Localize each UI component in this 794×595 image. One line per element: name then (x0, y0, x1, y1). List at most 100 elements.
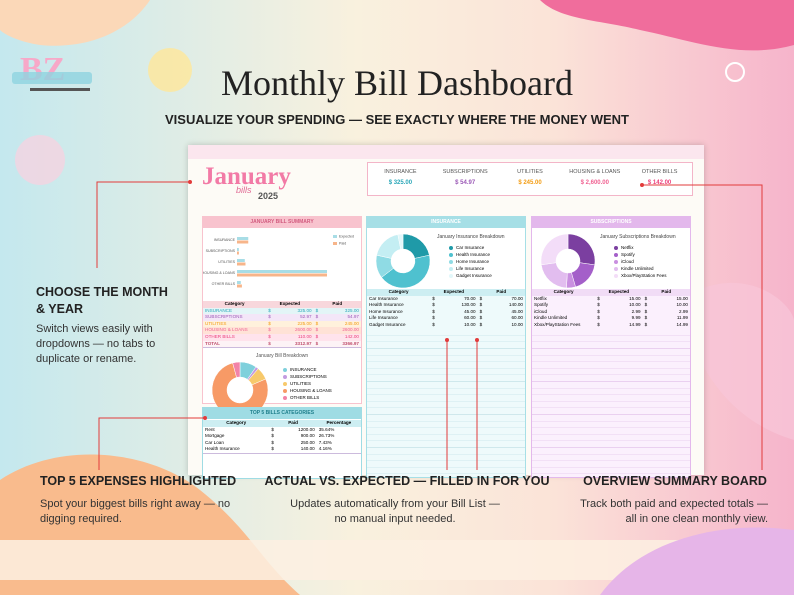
chart-title: January Insurance Breakdown (437, 234, 505, 240)
bar (237, 281, 241, 284)
year: 2025 (258, 191, 279, 201)
legend-label: Gadget Insurance (456, 273, 492, 278)
amount: 250.00 (300, 439, 315, 445)
legend-label: Home Insurance (456, 259, 490, 264)
currency: $ (479, 322, 483, 327)
legend-item: Home Insurance (449, 259, 489, 264)
legend-item: Gadget Insurance (449, 273, 492, 278)
table-cell: $10.00 (643, 302, 690, 309)
cell-text: Gadget Insurance (369, 322, 406, 327)
bar (237, 237, 249, 240)
callout-line (98, 417, 205, 470)
currency: $ (315, 340, 319, 346)
bar (237, 284, 242, 288)
amount: 9.99 (631, 315, 641, 321)
column-header: Category (224, 301, 245, 306)
amount: 14.99 (676, 322, 688, 327)
legend-item: Netflix (614, 245, 634, 250)
legend-item: iCloud (614, 259, 634, 264)
bills-label: bills (236, 185, 252, 195)
summary-amount: $ 54.97 (455, 180, 476, 186)
amount: 225.00 (297, 320, 312, 326)
table-cell: $2600.00 (266, 327, 313, 334)
legend-item: Car Insurance (449, 245, 484, 250)
table-cell: Xbox/PlayStation Fees (532, 322, 595, 329)
cell-text: Rent (205, 426, 215, 432)
table-cell: $2600.00 (314, 327, 361, 334)
cell-text: Life Insurance (369, 315, 398, 321)
cell-text: Car Loan (205, 439, 224, 445)
legend-swatch (449, 266, 453, 271)
table-cell: $10.00 (595, 302, 642, 309)
amount: 54.97 (347, 314, 359, 320)
currency: $ (271, 439, 274, 445)
amount: 325.00 (297, 307, 312, 313)
cell-text: SUBSCRIPTIONS (205, 314, 243, 320)
table-cell: $54.97 (314, 314, 361, 321)
legend-swatch (449, 245, 453, 250)
legend-swatch (614, 266, 618, 271)
cell-text: Health Insurance (369, 302, 404, 308)
summary-item: INSURANCE $ 325.00 (368, 163, 433, 195)
currency: $ (271, 433, 274, 439)
summary-amount: $ 245.00 (518, 180, 542, 186)
table-cell: $70.00 (430, 296, 477, 303)
currency: $ (597, 315, 600, 321)
legend-item: Kindle Unlimited (614, 266, 654, 271)
amount: 45.00 (464, 308, 476, 314)
amount: 10.00 (676, 302, 688, 308)
panel: JANUARY BILL SUMMARY INSURANCE SUBSCRIPTIO… (202, 216, 362, 419)
cell-text: TOTAL (205, 340, 220, 346)
legend-item: INSURANCE (283, 367, 317, 372)
legend-label: HOUSING & LOANS (290, 388, 332, 393)
table-cell: 7.43% (317, 440, 361, 447)
currency: $ (479, 308, 483, 314)
legend-label: Car Insurance (456, 245, 485, 250)
legend-swatch (283, 367, 287, 372)
column-header: Paid (661, 289, 672, 294)
table-cell: $9.99 (595, 315, 642, 322)
panel-header: JANUARY BILL SUMMARY (203, 217, 361, 228)
callout-body: Updates automatically from your Bill Lis… (290, 498, 500, 525)
cell-text: Car Insurance (369, 295, 398, 301)
column-header: Paid (288, 420, 298, 425)
amount: 130.00 (461, 302, 476, 308)
currency: $ (644, 315, 648, 321)
currency: $ (597, 295, 600, 301)
table-cell: $45.00 (478, 309, 525, 316)
donut-segment (397, 233, 404, 250)
currency: $ (315, 320, 319, 326)
currency: $ (644, 322, 648, 327)
currency: $ (268, 327, 271, 333)
table-cell: $325.00 (314, 308, 361, 315)
logo: BZ (12, 51, 92, 91)
summary-label: UTILITIES (517, 169, 543, 175)
currency: $ (432, 322, 435, 327)
table-cell: iCloud (532, 309, 595, 316)
callout-heading: OVERVIEW SUMMARY BOARD (583, 474, 767, 488)
table-row: TOTAL $3312.97 $3366.97 (203, 340, 361, 349)
amount: 2600.00 (294, 327, 312, 333)
amount: 2600.00 (342, 327, 359, 333)
amount: 140.00 (508, 302, 523, 308)
legend-item: Health Insurance (449, 252, 490, 257)
table-cell: $14.99 (595, 322, 642, 329)
amount: 140.00 (300, 446, 315, 452)
amount: 15.00 (676, 295, 688, 301)
legend-swatch (614, 259, 618, 264)
legend-swatch (283, 381, 287, 386)
panel: TOP 5 BILLS CATEGORIES Category Paid Percen… (202, 407, 362, 479)
legend-label: Health Insurance (456, 252, 491, 257)
subtitle: VISUALIZE YOUR SPENDING — SEE EXACTLY WH… (165, 112, 629, 127)
bar (237, 259, 245, 262)
currency: $ (268, 314, 271, 320)
summary-item: SUBSCRIPTIONS $ 54.97 (433, 163, 498, 195)
amount: 70.00 (511, 295, 523, 301)
chart-title: January Subscriptions Breakdown (600, 234, 676, 240)
table-cell: 35.64% (317, 427, 361, 434)
legend-swatch (283, 374, 287, 379)
bar (237, 273, 327, 277)
amount: 10.00 (629, 302, 641, 308)
table-cell: $225.00 (266, 321, 313, 328)
